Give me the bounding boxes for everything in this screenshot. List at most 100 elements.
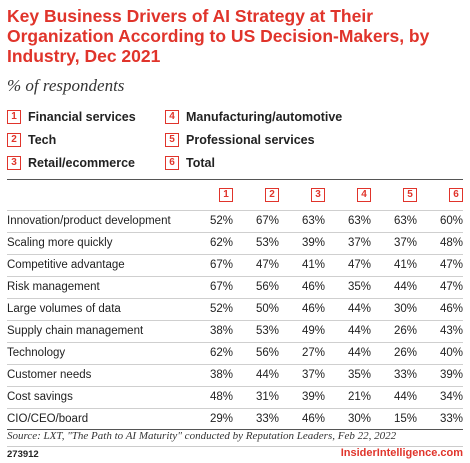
value-cell: 44% [347, 325, 371, 337]
value-cell: 53% [255, 237, 279, 249]
table-row: Innovation/product development 52% 67% 63% 6… [7, 210, 463, 232]
legend-label: Tech [28, 133, 57, 147]
value-cell: 46% [301, 303, 325, 315]
value-cell: 44% [393, 391, 417, 403]
value-cell: 62% [209, 237, 233, 249]
value-cell: 30% [393, 303, 417, 315]
value-cell: 37% [301, 369, 325, 381]
row-label: Competitive advantage [7, 259, 125, 271]
legend-number-badge: 6 [165, 156, 179, 170]
row-label: Customer needs [7, 369, 92, 381]
legend-number-badge: 3 [7, 156, 21, 170]
column-header: 6 [417, 180, 463, 210]
legend-item: 2 Tech [7, 131, 56, 149]
legend-item: 5 Professional services [165, 131, 315, 149]
legend-number-badge: 2 [7, 133, 21, 147]
value-cell: 35% [347, 369, 371, 381]
value-cell: 15% [393, 413, 417, 426]
value-cell: 39% [439, 369, 463, 381]
table-body: Innovation/product development 52% 67% 63% 6… [7, 210, 463, 430]
legend-label: Professional services [186, 133, 315, 147]
column-header: 4 [325, 180, 371, 210]
value-cell: 49% [301, 325, 325, 337]
value-cell: 47% [439, 259, 463, 271]
value-cell: 29% [209, 413, 233, 426]
chart-subtitle: % of respondents [7, 76, 125, 95]
value-cell: 39% [301, 391, 325, 403]
value-cell: 27% [301, 347, 325, 359]
column-header: 2 [233, 180, 279, 210]
value-cell: 33% [439, 413, 463, 426]
column-header: 3 [279, 180, 325, 210]
value-cell: 56% [255, 281, 279, 293]
value-cell: 21% [347, 391, 371, 403]
value-cell: 63% [393, 215, 417, 227]
table-top-rule [7, 179, 463, 180]
value-cell: 44% [347, 347, 371, 359]
value-cell: 37% [347, 237, 371, 249]
chart-id: 273912 [7, 449, 39, 460]
value-cell: 47% [347, 259, 371, 271]
value-cell: 35% [347, 281, 371, 293]
row-label: Technology [7, 347, 66, 359]
column-header: 1 [183, 180, 233, 210]
value-cell: 67% [209, 281, 233, 293]
source-note: Source: LXT, "The Path to AI Maturity" c… [7, 430, 397, 442]
table-row: Competitive advantage 67% 47% 41% 47% 41% 47% [7, 254, 463, 276]
value-cell: 30% [347, 413, 371, 426]
value-cell: 33% [393, 369, 417, 381]
legend-item: 1 Financial services [7, 108, 136, 126]
value-cell: 48% [439, 237, 463, 249]
legend-label: Retail/ecommerce [28, 156, 136, 170]
column-number-badge: 6 [449, 187, 463, 202]
legend-number-badge: 1 [7, 110, 21, 124]
value-cell: 46% [439, 303, 463, 315]
value-cell: 50% [255, 303, 279, 315]
row-label: Innovation/product development [7, 215, 171, 227]
table-row: Supply chain management 38% 53% 49% 44% 26% 43… [7, 320, 463, 342]
value-cell: 31% [255, 391, 279, 403]
header-label-cell [7, 180, 183, 210]
value-cell: 37% [393, 237, 417, 249]
table-header-row: 1 2 3 4 5 6 [7, 180, 463, 210]
legend-number-badge: 5 [165, 133, 179, 147]
value-cell: 53% [255, 325, 279, 337]
column-header: 5 [371, 180, 417, 210]
value-cell: 43% [439, 325, 463, 337]
value-cell: 63% [301, 215, 325, 227]
value-cell: 60% [439, 215, 463, 227]
value-cell: 41% [393, 259, 417, 271]
value-cell: 39% [301, 237, 325, 249]
value-cell: 26% [393, 325, 417, 337]
value-cell: 44% [347, 303, 371, 315]
table-row: Large volumes of data 52% 50% 46% 44% 30% 46% [7, 298, 463, 320]
value-cell: 40% [439, 347, 463, 359]
table-row: Risk management 67% 56% 46% 35% 44% 47% [7, 276, 463, 298]
value-cell: 63% [347, 215, 371, 227]
legend-label: Total [186, 156, 215, 170]
legend-item: 6 Total [165, 154, 215, 172]
row-label: Large volumes of data [7, 303, 121, 315]
table-bottom-rule [7, 429, 463, 430]
value-cell: 44% [393, 281, 417, 293]
table-row: Technology 62% 56% 27% 44% 26% 40% [7, 342, 463, 364]
row-label: Scaling more quickly [7, 237, 113, 249]
value-cell: 47% [439, 281, 463, 293]
table-row: Cost savings 48% 31% 39% 21% 44% 34% [7, 386, 463, 408]
table-row: Customer needs 38% 44% 37% 35% 33% 39% [7, 364, 463, 386]
value-cell: 46% [301, 413, 325, 426]
column-number-badge: 3 [311, 187, 325, 202]
value-cell: 56% [255, 347, 279, 359]
brand-logo[interactable]: InsiderIntelligence.com [340, 447, 463, 459]
table-row: CIO/CEO/board 29% 33% 46% 30% 15% 33% [7, 408, 463, 430]
value-cell: 52% [209, 303, 233, 315]
value-cell: 38% [209, 369, 233, 381]
value-cell: 33% [255, 413, 279, 426]
column-number-badge: 5 [403, 187, 417, 202]
value-cell: 62% [209, 347, 233, 359]
value-cell: 52% [209, 215, 233, 227]
legend-item: 3 Retail/ecommerce [7, 154, 135, 172]
row-label: Risk management [7, 281, 100, 293]
value-cell: 67% [209, 259, 233, 271]
